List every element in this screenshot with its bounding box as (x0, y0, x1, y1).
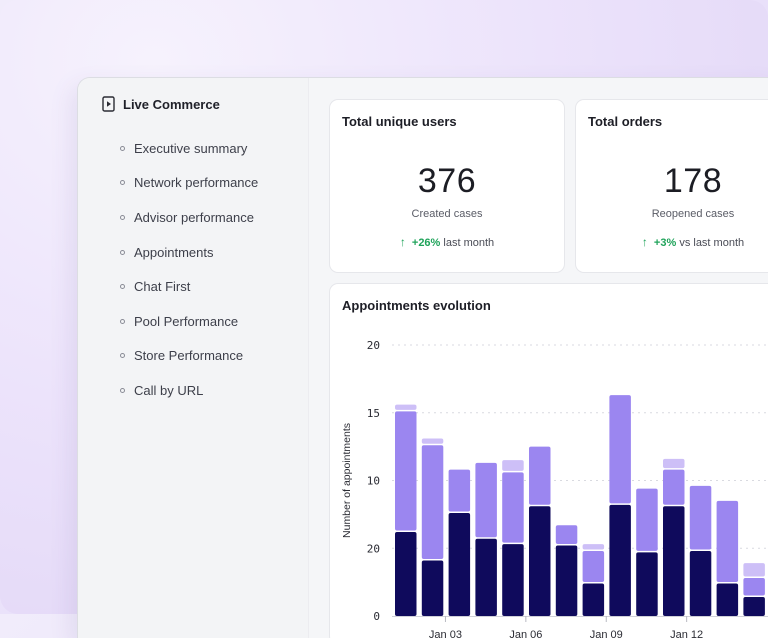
bullet-icon (120, 387, 125, 393)
kpi-subtitle: Created cases (411, 208, 483, 220)
bullet-icon (120, 318, 125, 324)
sidebar-item-appointments[interactable]: Appointments (120, 235, 258, 270)
bar-segment (582, 583, 605, 616)
bar-segment (743, 578, 765, 596)
x-tick-label: Jan 12 (670, 629, 703, 638)
chart-title: Appointments evolution (342, 298, 491, 313)
bar-segment (716, 500, 739, 582)
bar-segment (743, 597, 765, 616)
bar-segment (716, 583, 739, 616)
x-tick-label: Jan 09 (590, 629, 623, 638)
sidebar-title-label: Live Commerce (123, 96, 220, 112)
bullet-icon (120, 180, 125, 186)
x-tick-label: Jan 06 (509, 629, 542, 638)
sidebar-item-executive-summary[interactable]: Executive summary (120, 131, 258, 166)
bar-segment (609, 504, 631, 616)
arrow-up-icon: ↑ (641, 235, 648, 249)
sidebar-item-network-performance[interactable]: Network performance (120, 166, 258, 201)
bar-segment (663, 458, 685, 469)
bar-segment (475, 538, 497, 616)
bullet-icon (120, 214, 125, 220)
chart-card-appointments-evolution: Appointments evolution 0 20 10 15 20 Jan 03 J… (330, 284, 768, 638)
bar-segment (555, 545, 578, 616)
bar-segment (502, 460, 524, 471)
sidebar-item-call-by-url[interactable]: Call by URL (120, 373, 258, 408)
sidebar-nav: Executive summary Network performance Ad… (120, 131, 258, 408)
y-tick-label: 15 (367, 407, 380, 420)
bar-segment (609, 395, 631, 504)
card-title: Total unique users (342, 114, 457, 129)
bar-segment (502, 544, 524, 616)
trend-text: vs last month (679, 237, 745, 249)
bar-segment (395, 411, 417, 531)
sidebar-item-label: Call by URL (134, 382, 204, 398)
sidebar-item-label: Pool Performance (134, 313, 239, 329)
play-document-icon (102, 96, 115, 112)
sidebar-item-label: Chat First (134, 279, 191, 295)
appointments-chart: 0 20 10 15 20 Jan 03 Jan 06 Jan 09 Jan 12 Numbe… (341, 339, 768, 638)
bar-segment (502, 472, 524, 543)
bullet-icon (120, 145, 125, 151)
bullet-icon (120, 249, 125, 255)
bar-segment (555, 525, 578, 545)
sidebar-item-label: Store Performance (134, 348, 244, 364)
bar-segment (529, 446, 551, 505)
bar-segment (689, 485, 712, 550)
bar-segment (448, 513, 471, 616)
bar-segment (689, 550, 712, 616)
bar-segment (395, 531, 417, 616)
y-tick-label: 20 (367, 339, 380, 352)
bar-segment (636, 488, 658, 551)
sidebar-item-label: Advisor performance (134, 209, 254, 225)
bar-segment (636, 552, 658, 616)
bar-segment (582, 544, 605, 550)
bar-segment (663, 469, 685, 505)
sidebar-item-label: Network performance (134, 175, 259, 191)
trend-text: last month (443, 237, 495, 249)
kpi-value: 376 (417, 162, 477, 200)
sidebar-item-label: Executive summary (134, 140, 248, 156)
trend-value: +26% (411, 237, 441, 249)
kpi-trend: ↑ +3% vs last month (576, 235, 768, 249)
sidebar-section-title[interactable]: Live Commerce (102, 96, 220, 112)
y-axis-label: Number of appointments (341, 423, 353, 538)
sidebar-item-advisor-performance[interactable]: Advisor performance (120, 200, 258, 235)
bar-segment (421, 438, 444, 444)
bar-segment (475, 462, 497, 538)
bullet-icon (120, 353, 125, 359)
y-tick-label: 10 (367, 475, 380, 488)
y-tick-label: 0 (373, 610, 380, 623)
trend-value: +3% (653, 237, 677, 249)
sidebar-item-chat-first[interactable]: Chat First (120, 269, 258, 304)
arrow-up-icon: ↑ (399, 235, 406, 249)
y-tick-label: 20 (367, 542, 380, 555)
bar-segment (663, 506, 685, 616)
kpi-card-total-orders: Total orders 178 Reopened cases ↑ +3% vs… (576, 100, 768, 272)
sidebar-item-label: Appointments (134, 244, 214, 260)
dashboard-window: Live Commerce Executive summary Network … (78, 78, 768, 638)
bar-segment (582, 550, 605, 582)
kpi-subtitle: Reopened cases (651, 208, 735, 220)
card-title: Total orders (588, 114, 663, 129)
bar-segment (421, 445, 444, 559)
bar-segment (529, 506, 551, 616)
kpi-trend: ↑ +26% last month (330, 235, 564, 249)
kpi-card-unique-users: Total unique users 376 Created cases ↑ +… (330, 100, 564, 272)
bullet-icon (120, 284, 125, 290)
sidebar-item-store-performance[interactable]: Store Performance (120, 339, 258, 374)
x-tick-label: Jan 03 (429, 629, 462, 638)
bar-segment (421, 560, 444, 616)
bar-segment (743, 563, 765, 577)
sidebar: Live Commerce Executive summary Network … (78, 78, 309, 638)
sidebar-item-pool-performance[interactable]: Pool Performance (120, 304, 258, 339)
bar-segment (448, 469, 471, 512)
kpi-value: 178 (663, 162, 723, 200)
bar-segment (395, 404, 417, 410)
